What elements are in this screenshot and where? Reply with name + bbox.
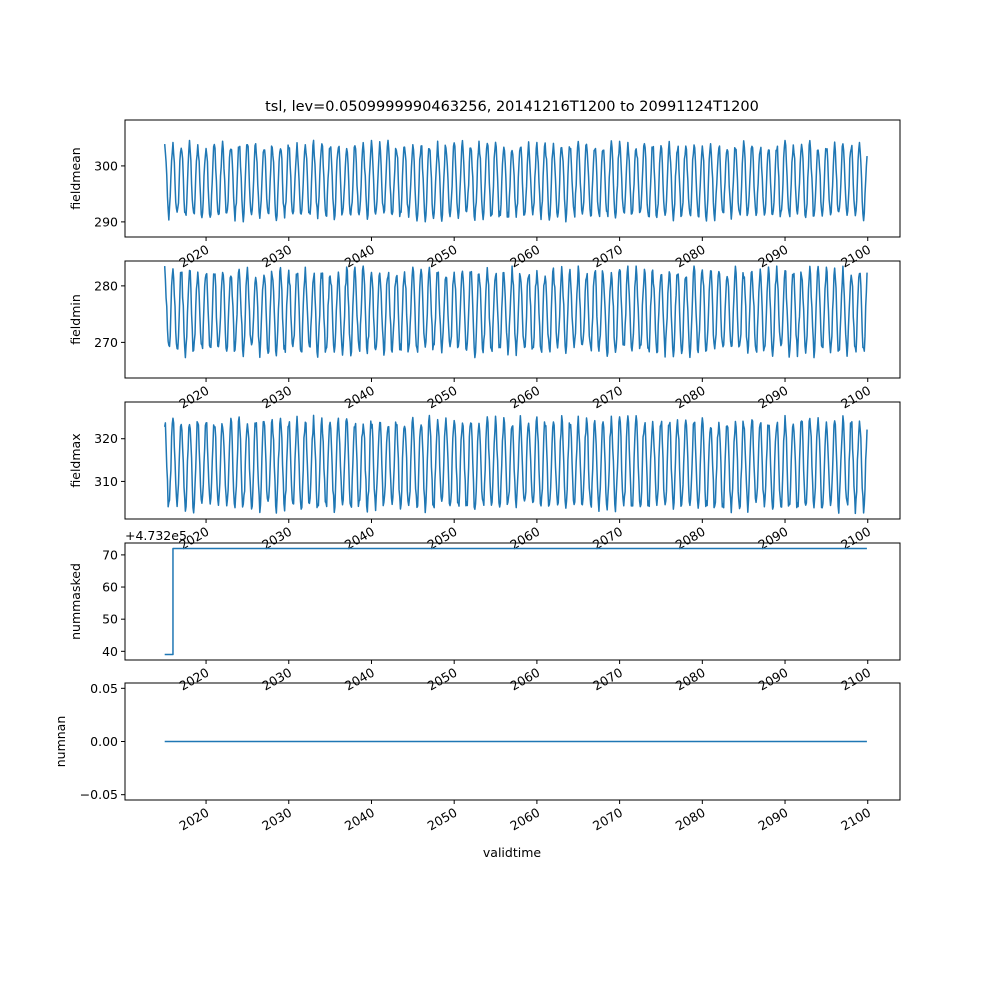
axes-frame (124, 260, 901, 379)
y-tick-label: 320 (94, 431, 118, 446)
series-line-nummasked (164, 547, 867, 656)
x-tick-label: 2040 (342, 805, 377, 834)
x-axis-label: validtime (483, 845, 541, 860)
y-axis-label: fieldmax (68, 433, 83, 487)
overlap-mask (125, 683, 900, 695)
x-tick-label: 2050 (425, 805, 460, 834)
series-line-fieldmean (163, 139, 868, 223)
y-tick-label: 290 (94, 214, 118, 229)
axes-frame (124, 542, 901, 661)
subplots: 290 300 fieldmean 2020 2030 2040 2050 2060 2070 2… (53, 119, 901, 834)
subplot-numnan: 0.05 0.00 −0.05 numnan 2020 2030 2040 2050 2060 2… (53, 681, 901, 834)
y-axis-label: fieldmean (68, 147, 83, 209)
y-tick-label: 70 (102, 547, 118, 562)
y-tick-label: 300 (94, 158, 118, 173)
overlap-mask (125, 402, 900, 414)
offset-text: +4.732e5 (125, 528, 187, 543)
series-line-fieldmax (163, 414, 868, 515)
y-axis-label: nummasked (68, 563, 83, 640)
y-tick-label: 270 (94, 335, 118, 350)
y-tick-label: 40 (102, 644, 118, 659)
y-tick-label: −0.05 (80, 787, 118, 802)
y-tick-label: 60 (102, 580, 118, 595)
y-axis-label: fieldmin (68, 294, 83, 345)
x-tick-label: 2060 (507, 805, 542, 834)
x-tick-label: 2100 (838, 805, 873, 834)
y-tick-label: 310 (94, 474, 118, 489)
y-tick-label: 0.05 (90, 681, 118, 696)
series-line-fieldmin (163, 265, 868, 359)
y-tick-label: 50 (102, 612, 118, 627)
y-tick-label: 0.00 (90, 734, 118, 749)
x-tick-label: 2070 (590, 805, 625, 834)
y-axis-label: numnan (53, 716, 68, 768)
y-tick-label: 280 (94, 278, 118, 293)
axes-frame (124, 401, 901, 520)
axes-frame (124, 119, 901, 238)
x-tick-label: 2030 (259, 805, 294, 834)
figure-title: tsl, lev=0.0509999990463256, 20141216T12… (265, 99, 759, 115)
x-tick-label: 2090 (755, 805, 790, 834)
x-tick-label: 2020 (177, 805, 212, 834)
x-tick-label: 2080 (673, 805, 708, 834)
